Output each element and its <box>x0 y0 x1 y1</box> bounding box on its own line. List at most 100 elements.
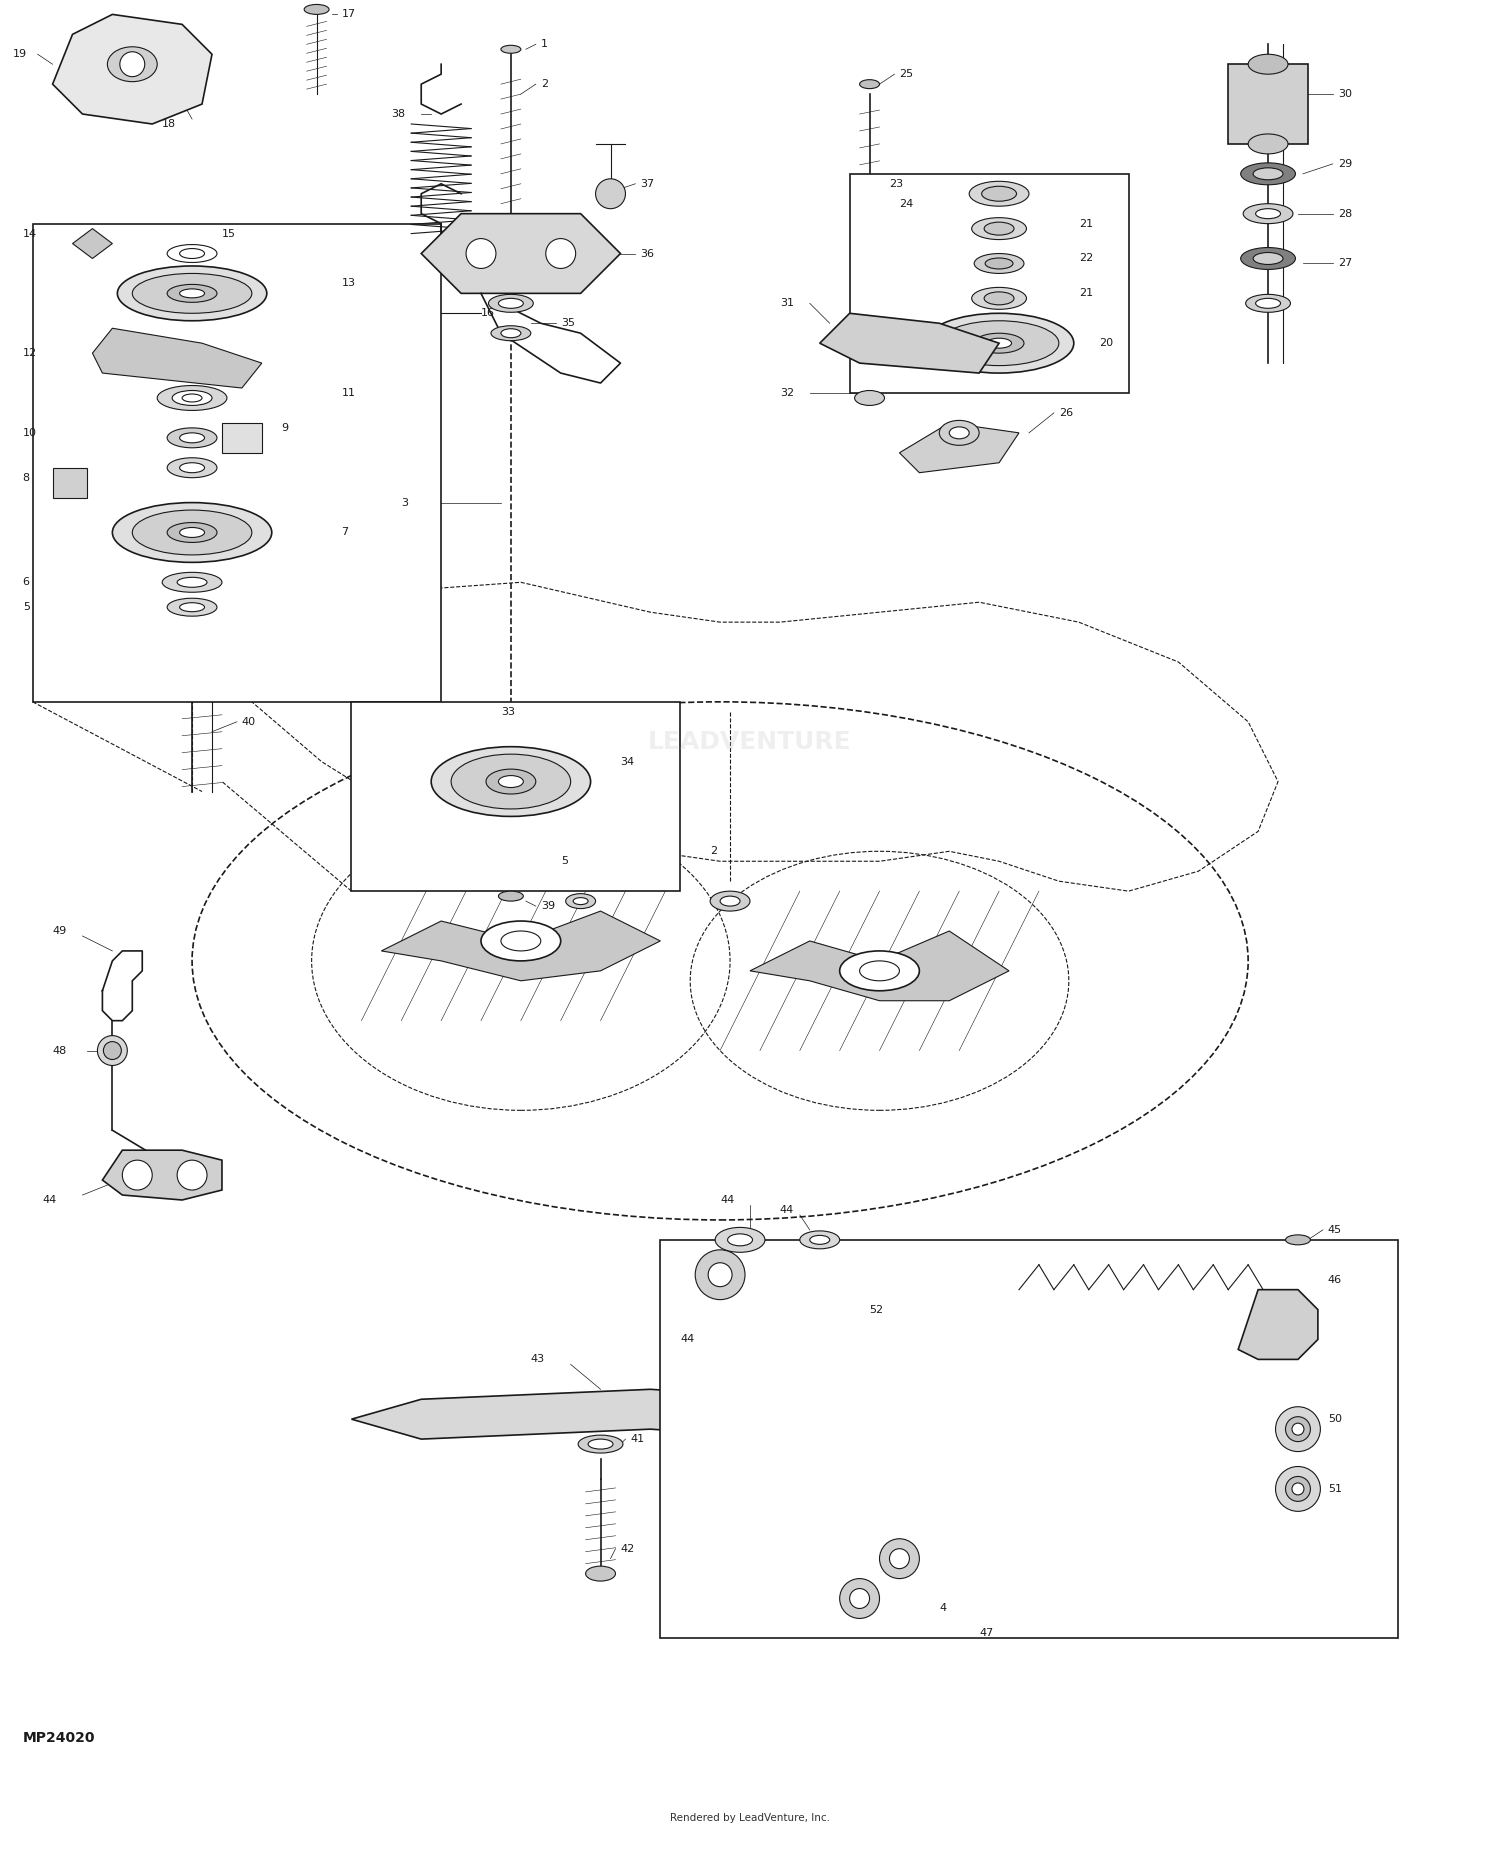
Polygon shape <box>422 214 621 294</box>
Text: 5: 5 <box>22 603 30 612</box>
Text: 27: 27 <box>1338 259 1352 268</box>
Polygon shape <box>351 1390 819 1439</box>
Ellipse shape <box>430 746 591 817</box>
Ellipse shape <box>104 1042 122 1059</box>
Ellipse shape <box>1292 1424 1304 1435</box>
Polygon shape <box>102 1150 222 1200</box>
Ellipse shape <box>585 1567 615 1582</box>
Circle shape <box>849 1589 870 1608</box>
Ellipse shape <box>1275 1407 1320 1452</box>
Polygon shape <box>750 930 1010 1001</box>
Text: 14: 14 <box>22 229 38 238</box>
Text: 8: 8 <box>22 473 30 482</box>
Text: 29: 29 <box>1338 158 1352 169</box>
Polygon shape <box>1238 1290 1318 1359</box>
Ellipse shape <box>950 426 969 439</box>
Ellipse shape <box>166 458 218 478</box>
Circle shape <box>694 1251 746 1299</box>
Text: 39: 39 <box>542 901 555 912</box>
Text: 44: 44 <box>780 1204 794 1215</box>
Ellipse shape <box>573 897 588 904</box>
Ellipse shape <box>108 47 158 82</box>
Ellipse shape <box>501 45 520 54</box>
Ellipse shape <box>486 769 536 795</box>
Bar <box>53 467 87 497</box>
Ellipse shape <box>1252 253 1282 264</box>
Text: 5: 5 <box>561 856 567 865</box>
Ellipse shape <box>840 951 920 990</box>
Text: 6: 6 <box>22 577 30 588</box>
Text: 15: 15 <box>222 229 236 238</box>
Ellipse shape <box>166 244 218 262</box>
Text: 49: 49 <box>53 927 68 936</box>
Text: 35: 35 <box>561 318 574 328</box>
Ellipse shape <box>98 1035 128 1066</box>
Text: 28: 28 <box>1338 208 1352 218</box>
Ellipse shape <box>1248 134 1288 154</box>
Ellipse shape <box>588 1439 613 1450</box>
Circle shape <box>879 1539 920 1578</box>
Polygon shape <box>381 912 660 981</box>
Polygon shape <box>53 15 211 125</box>
Text: Rendered by LeadVenture, Inc.: Rendered by LeadVenture, Inc. <box>670 1813 830 1822</box>
Text: 23: 23 <box>890 179 903 188</box>
Text: 21: 21 <box>1078 218 1094 229</box>
Text: 32: 32 <box>780 387 794 398</box>
Text: 45: 45 <box>1328 1225 1342 1236</box>
Text: 36: 36 <box>640 249 654 259</box>
Ellipse shape <box>132 510 252 555</box>
Ellipse shape <box>972 287 1026 309</box>
Ellipse shape <box>180 463 204 473</box>
Ellipse shape <box>1240 164 1296 184</box>
Text: 31: 31 <box>780 298 794 309</box>
Polygon shape <box>93 328 262 387</box>
Circle shape <box>466 238 496 268</box>
Text: 24: 24 <box>900 199 914 208</box>
Text: 20: 20 <box>1098 339 1113 348</box>
Text: 34: 34 <box>621 757 634 767</box>
Ellipse shape <box>1252 167 1282 181</box>
Ellipse shape <box>158 385 226 411</box>
Text: 33: 33 <box>501 707 515 716</box>
Polygon shape <box>72 229 112 259</box>
Ellipse shape <box>498 298 523 309</box>
Ellipse shape <box>1244 203 1293 223</box>
Ellipse shape <box>498 891 523 901</box>
Text: 46: 46 <box>1328 1275 1342 1284</box>
Ellipse shape <box>578 1435 622 1453</box>
Ellipse shape <box>1248 54 1288 74</box>
Ellipse shape <box>120 52 144 76</box>
Ellipse shape <box>987 339 1011 348</box>
Ellipse shape <box>180 249 204 259</box>
Text: 9: 9 <box>282 422 290 434</box>
Text: 38: 38 <box>392 110 405 119</box>
Ellipse shape <box>969 181 1029 207</box>
Ellipse shape <box>720 897 740 906</box>
Bar <box>351 702 681 891</box>
Text: 4: 4 <box>939 1604 946 1613</box>
Ellipse shape <box>489 294 534 313</box>
Text: 25: 25 <box>900 69 914 80</box>
Text: 16: 16 <box>482 309 495 318</box>
Ellipse shape <box>974 333 1024 354</box>
Ellipse shape <box>496 810 526 824</box>
Ellipse shape <box>974 253 1024 274</box>
Text: 37: 37 <box>640 179 654 188</box>
Circle shape <box>546 238 576 268</box>
Ellipse shape <box>1286 1476 1311 1502</box>
Ellipse shape <box>501 930 542 951</box>
Ellipse shape <box>498 776 523 787</box>
Text: 30: 30 <box>1338 89 1352 99</box>
Bar <box>660 1239 1398 1638</box>
Ellipse shape <box>166 428 218 449</box>
Ellipse shape <box>1286 1416 1311 1442</box>
Text: 50: 50 <box>1328 1414 1342 1424</box>
Ellipse shape <box>1256 298 1281 309</box>
Ellipse shape <box>182 395 203 402</box>
Text: 43: 43 <box>531 1355 544 1364</box>
Ellipse shape <box>117 266 267 320</box>
Ellipse shape <box>566 893 596 908</box>
Text: 40: 40 <box>242 716 256 728</box>
Text: 42: 42 <box>621 1545 634 1554</box>
Bar <box>849 173 1128 393</box>
